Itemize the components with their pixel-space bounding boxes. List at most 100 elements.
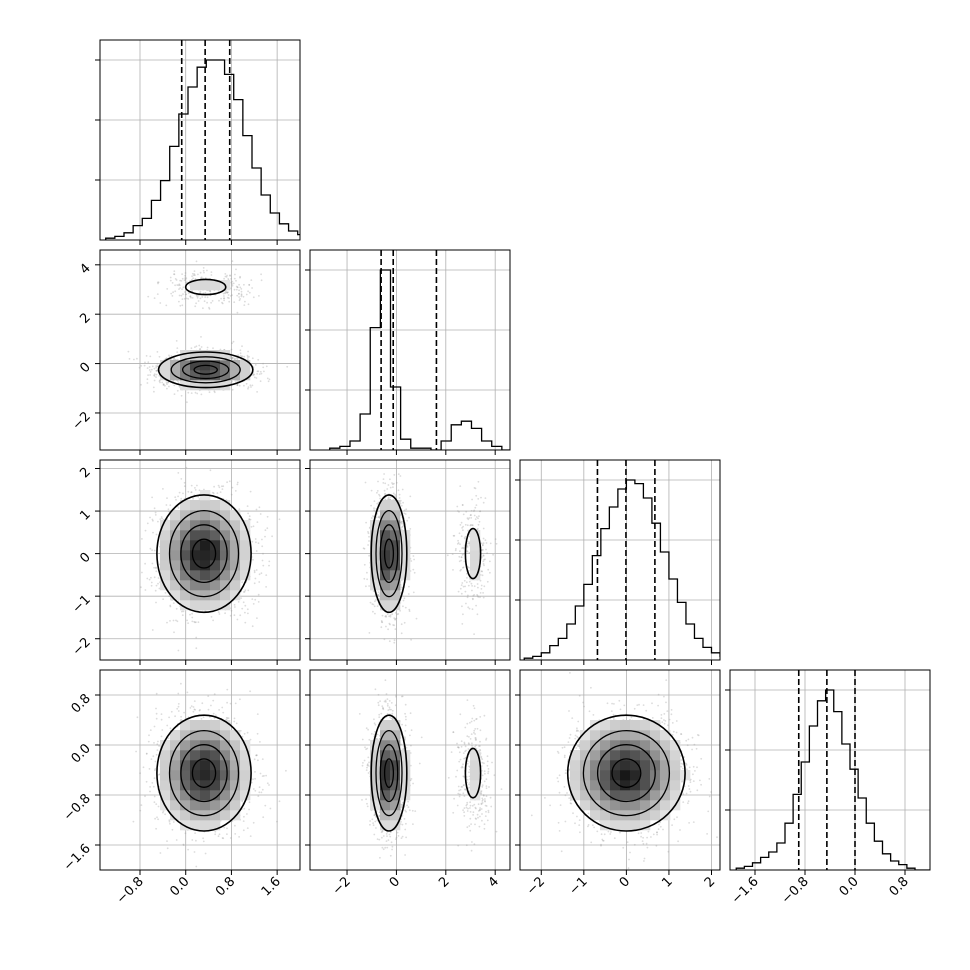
scatter-point: [381, 836, 383, 839]
density-cell: [210, 720, 221, 731]
scatter-point: [480, 765, 483, 767]
scatter-point: [166, 840, 168, 842]
density-cell: [200, 720, 211, 731]
scatter-point: [366, 763, 369, 766]
scatter-point: [149, 516, 151, 519]
scatter-point: [195, 302, 198, 305]
density-cell: [210, 730, 221, 741]
scatter-point: [482, 537, 485, 540]
scatter-point: [558, 774, 561, 777]
scatter-point: [377, 594, 380, 597]
scatter-point: [157, 740, 159, 743]
scatter-point: [259, 370, 262, 373]
scatter-point: [489, 796, 492, 799]
scatter-point: [162, 384, 165, 386]
scatter-point: [405, 508, 408, 511]
scatter-point: [257, 759, 259, 762]
density-cell: [220, 520, 231, 531]
density-cell: [620, 750, 631, 761]
scatter-point: [265, 586, 267, 588]
scatter-point: [400, 623, 403, 626]
scatter-point: [382, 707, 384, 709]
scatter-point: [371, 603, 374, 605]
scatter-point: [405, 810, 407, 813]
scatter-point: [260, 791, 263, 794]
scatter-point: [192, 706, 195, 708]
scatter-point: [481, 570, 483, 573]
density-cell: [170, 750, 181, 761]
scatter-point: [404, 737, 406, 740]
scatter-point: [231, 283, 234, 285]
scatter-point: [462, 525, 464, 528]
scatter-point: [244, 611, 246, 614]
density-cell: [580, 760, 591, 771]
scatter-point: [226, 717, 229, 719]
pair-frame-2-0: [99, 459, 301, 661]
scatter-point: [607, 830, 610, 833]
scatter-point: [392, 486, 394, 488]
scatter-point: [155, 717, 158, 720]
scatter-point: [255, 754, 257, 757]
scatter-point: [235, 722, 238, 725]
scatter-point: [229, 274, 231, 277]
density-cell: [210, 500, 221, 511]
scatter-point: [458, 751, 461, 754]
density-cell: [190, 510, 201, 521]
scatter-point: [256, 732, 259, 735]
scatter-point: [190, 347, 193, 350]
scatter-point: [455, 548, 457, 550]
scatter-point: [461, 582, 464, 584]
scatter-point: [257, 795, 260, 797]
scatter-point: [603, 833, 606, 836]
scatter-point: [410, 778, 413, 780]
scatter-point: [185, 297, 188, 300]
scatter-point: [190, 392, 193, 394]
scatter-point: [575, 730, 578, 732]
scatter-point: [212, 347, 214, 350]
scatter-point: [221, 488, 224, 490]
scatter-point: [699, 779, 701, 782]
y-tick-label-2-3: 1: [77, 507, 93, 523]
scatter-point: [468, 580, 471, 583]
scatter-point: [158, 380, 161, 383]
scatter-point: [483, 564, 485, 567]
scatter-point: [231, 280, 234, 283]
scatter-point: [373, 507, 375, 510]
scatter-point: [655, 844, 658, 847]
scatter-point: [156, 365, 159, 368]
density-cells-3-0: [160, 720, 251, 831]
density-cell: [200, 800, 211, 811]
scatter-point: [475, 807, 477, 810]
scatter-point: [404, 513, 407, 515]
scatter-point: [473, 719, 476, 722]
scatter-point: [247, 612, 249, 615]
scatter-point: [177, 380, 179, 383]
density-cell: [370, 530, 381, 541]
scatter-point: [247, 290, 250, 293]
scatter-point: [474, 506, 477, 509]
scatter-point: [244, 589, 247, 592]
density-cell: [210, 580, 221, 591]
scatter-point: [202, 267, 205, 269]
density-cell: [220, 580, 231, 591]
contour-3-0-0-3: [191, 758, 217, 788]
scatter-point: [184, 291, 186, 293]
scatter-point: [260, 572, 263, 575]
density-cell: [630, 820, 641, 831]
scatter-point: [224, 612, 227, 615]
scatter-point: [366, 766, 368, 769]
scatter-point: [162, 383, 165, 386]
scatter-point: [210, 274, 213, 276]
scatter-point: [708, 795, 711, 798]
scatter-point: [460, 766, 463, 769]
scatter-point: [264, 535, 266, 538]
density-cell: [200, 370, 211, 381]
scatter-point: [493, 774, 496, 777]
scatter-point: [228, 300, 231, 303]
scatter-point: [658, 823, 660, 826]
y-tick-label-1-2: 2: [77, 310, 93, 326]
density-cell: [240, 570, 251, 581]
scatter-point: [182, 286, 185, 289]
scatter-point: [176, 347, 179, 349]
scatter-point: [127, 350, 130, 353]
